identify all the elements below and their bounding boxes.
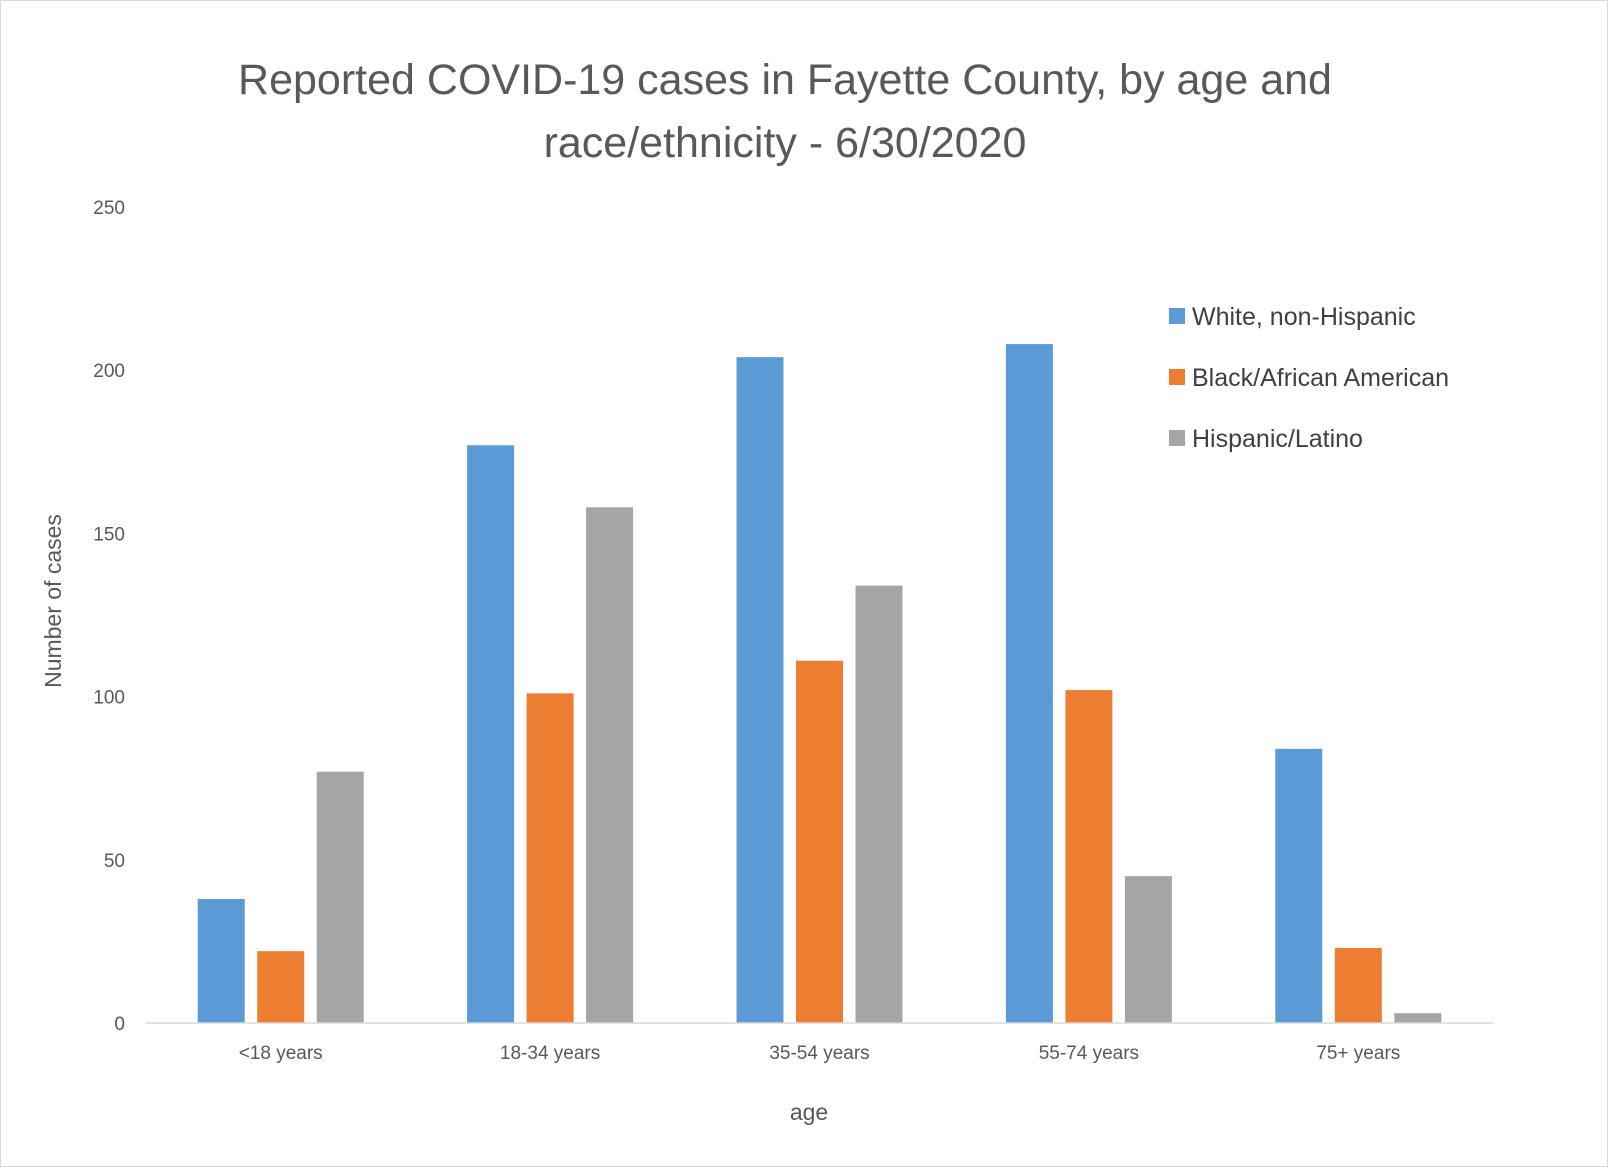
y-axis-ticks: 0 50 100 150 200 250 xyxy=(93,198,125,1035)
bar xyxy=(736,357,784,1023)
bar xyxy=(1065,690,1113,1023)
bar xyxy=(257,951,305,1023)
y-tick-label: 200 xyxy=(93,361,125,382)
chart-title-line-1: Reported COVID-19 cases in Fayette Count… xyxy=(238,56,1332,104)
chart-title-line-2: race/ethnicity - 6/30/2020 xyxy=(544,119,1027,167)
legend-label: Hispanic/Latino xyxy=(1192,425,1363,453)
x-axis-title: age xyxy=(790,1099,828,1125)
legend-label: Black/African American xyxy=(1192,364,1449,392)
bar xyxy=(855,585,903,1023)
bar xyxy=(1005,344,1053,1023)
y-tick-label: 0 xyxy=(114,1014,125,1035)
x-tick-label: 55-74 years xyxy=(1039,1043,1139,1064)
x-tick-label: 35-54 years xyxy=(769,1043,869,1064)
bar xyxy=(526,693,574,1023)
x-tick-label: 75+ years xyxy=(1316,1043,1400,1064)
bar xyxy=(197,898,245,1023)
y-tick-label: 50 xyxy=(104,851,125,872)
bar xyxy=(586,507,634,1024)
x-tick-label: <18 years xyxy=(239,1043,323,1064)
legend-label: White, non-Hispanic xyxy=(1192,303,1416,331)
y-tick-label: 250 xyxy=(93,198,125,219)
legend-swatch xyxy=(1169,308,1185,324)
bar xyxy=(1275,748,1323,1023)
bar xyxy=(1124,876,1172,1023)
x-axis-ticks: <18 years 18-34 years 35-54 years 55-74 yea… xyxy=(239,1043,1401,1064)
y-axis-title: Number of cases xyxy=(40,514,66,688)
bar xyxy=(1394,1013,1442,1023)
y-tick-label: 150 xyxy=(93,524,125,545)
legend-swatch xyxy=(1169,369,1185,385)
y-tick-label: 100 xyxy=(93,688,125,709)
bar xyxy=(467,445,515,1024)
legend: White, non-Hispanic Black/African America… xyxy=(1169,303,1449,453)
bar xyxy=(316,771,364,1023)
bar xyxy=(1334,947,1382,1023)
legend-swatch xyxy=(1169,430,1185,446)
bars xyxy=(197,344,1442,1024)
bar xyxy=(796,660,843,1023)
x-tick-label: 18-34 years xyxy=(500,1043,600,1064)
